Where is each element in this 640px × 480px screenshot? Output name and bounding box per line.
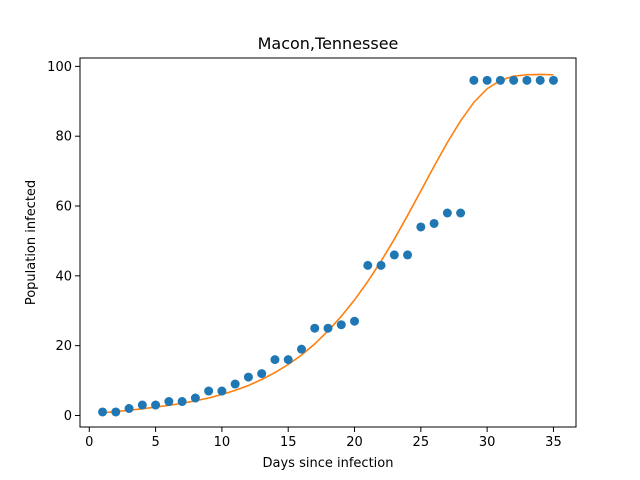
data-point (429, 218, 439, 228)
data-point (482, 75, 492, 85)
data-point (323, 323, 333, 333)
data-point (535, 75, 545, 85)
data-point (124, 404, 134, 413)
data-point (217, 386, 227, 396)
y-tick-label: 60 (55, 200, 72, 215)
data-point (403, 250, 413, 260)
y-tick-label: 0 (64, 409, 72, 424)
data-point (257, 369, 267, 379)
x-tick-label: 35 (545, 435, 562, 450)
data-point (495, 75, 505, 85)
x-tick-label: 5 (151, 435, 159, 450)
data-point (177, 397, 187, 407)
x-tick-label: 15 (280, 435, 297, 450)
x-tick-label: 0 (85, 435, 93, 450)
plot-frame (79, 57, 577, 428)
data-point (548, 75, 558, 85)
x-tick-label: 25 (413, 435, 430, 450)
data-point (164, 397, 174, 407)
data-point (243, 372, 253, 382)
x-tick-label: 20 (346, 435, 363, 450)
data-point (98, 407, 108, 417)
data-point (270, 355, 280, 365)
data-point (111, 407, 121, 417)
data-point (416, 222, 426, 232)
data-point (310, 323, 320, 333)
data-point (190, 393, 200, 403)
x-tick-label: 30 (479, 435, 496, 450)
chart-title: Macon,Tennessee (258, 34, 399, 53)
x-axis: 0 5 10 15 20 25 30 35 (85, 427, 562, 450)
y-tick-label: 20 (55, 339, 72, 354)
data-point (509, 75, 519, 85)
x-axis-label: Days since infection (263, 456, 394, 471)
data-point (442, 208, 452, 218)
data-point (336, 320, 346, 330)
y-tick-label: 40 (55, 269, 72, 284)
y-axis: 0 20 40 60 80 100 (47, 60, 80, 424)
y-axis-label: Population infected (24, 180, 39, 305)
data-point (137, 400, 147, 410)
data-point (469, 75, 479, 85)
data-point (151, 400, 161, 410)
data-point (456, 208, 466, 218)
data-point (283, 355, 293, 365)
data-point (350, 316, 360, 326)
data-point (296, 344, 306, 354)
series-layer (98, 73, 558, 417)
data-point (230, 379, 240, 389)
y-tick-label: 80 (55, 130, 72, 145)
data-point (389, 250, 399, 260)
y-tick-label: 100 (47, 60, 72, 75)
data-point (363, 260, 373, 270)
data-point (376, 260, 386, 270)
x-tick-label: 10 (214, 435, 231, 450)
data-point (522, 75, 532, 85)
data-point (204, 386, 214, 396)
